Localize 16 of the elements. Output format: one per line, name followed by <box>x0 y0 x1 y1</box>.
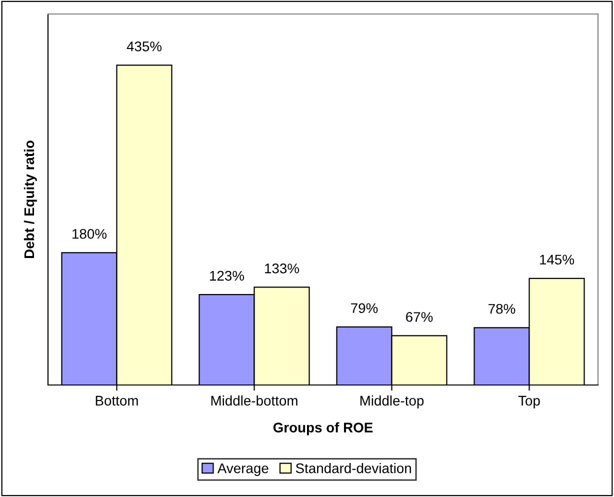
data-label: 145% <box>540 254 574 265</box>
data-label: 123% <box>210 270 244 281</box>
data-label: 79% <box>351 303 378 314</box>
x-tick-label: Middle-bottom <box>211 395 298 406</box>
data-label: 180% <box>72 228 107 239</box>
legend-label: Average <box>217 464 268 476</box>
data-label: 67% <box>406 312 433 322</box>
y-axis-title: Debt / Equity ratio <box>24 140 37 258</box>
x-tick-label: Bottom <box>96 396 138 406</box>
data-label: 435% <box>126 41 162 52</box>
x-tick-label: Middle-top <box>360 395 424 408</box>
x-tick-label: Top <box>518 396 540 408</box>
legend-label: Standard-deviation <box>296 463 411 474</box>
data-label: 133% <box>265 264 300 274</box>
data-label: 78% <box>488 304 516 314</box>
x-axis-title: Groups of ROE <box>273 422 373 436</box>
